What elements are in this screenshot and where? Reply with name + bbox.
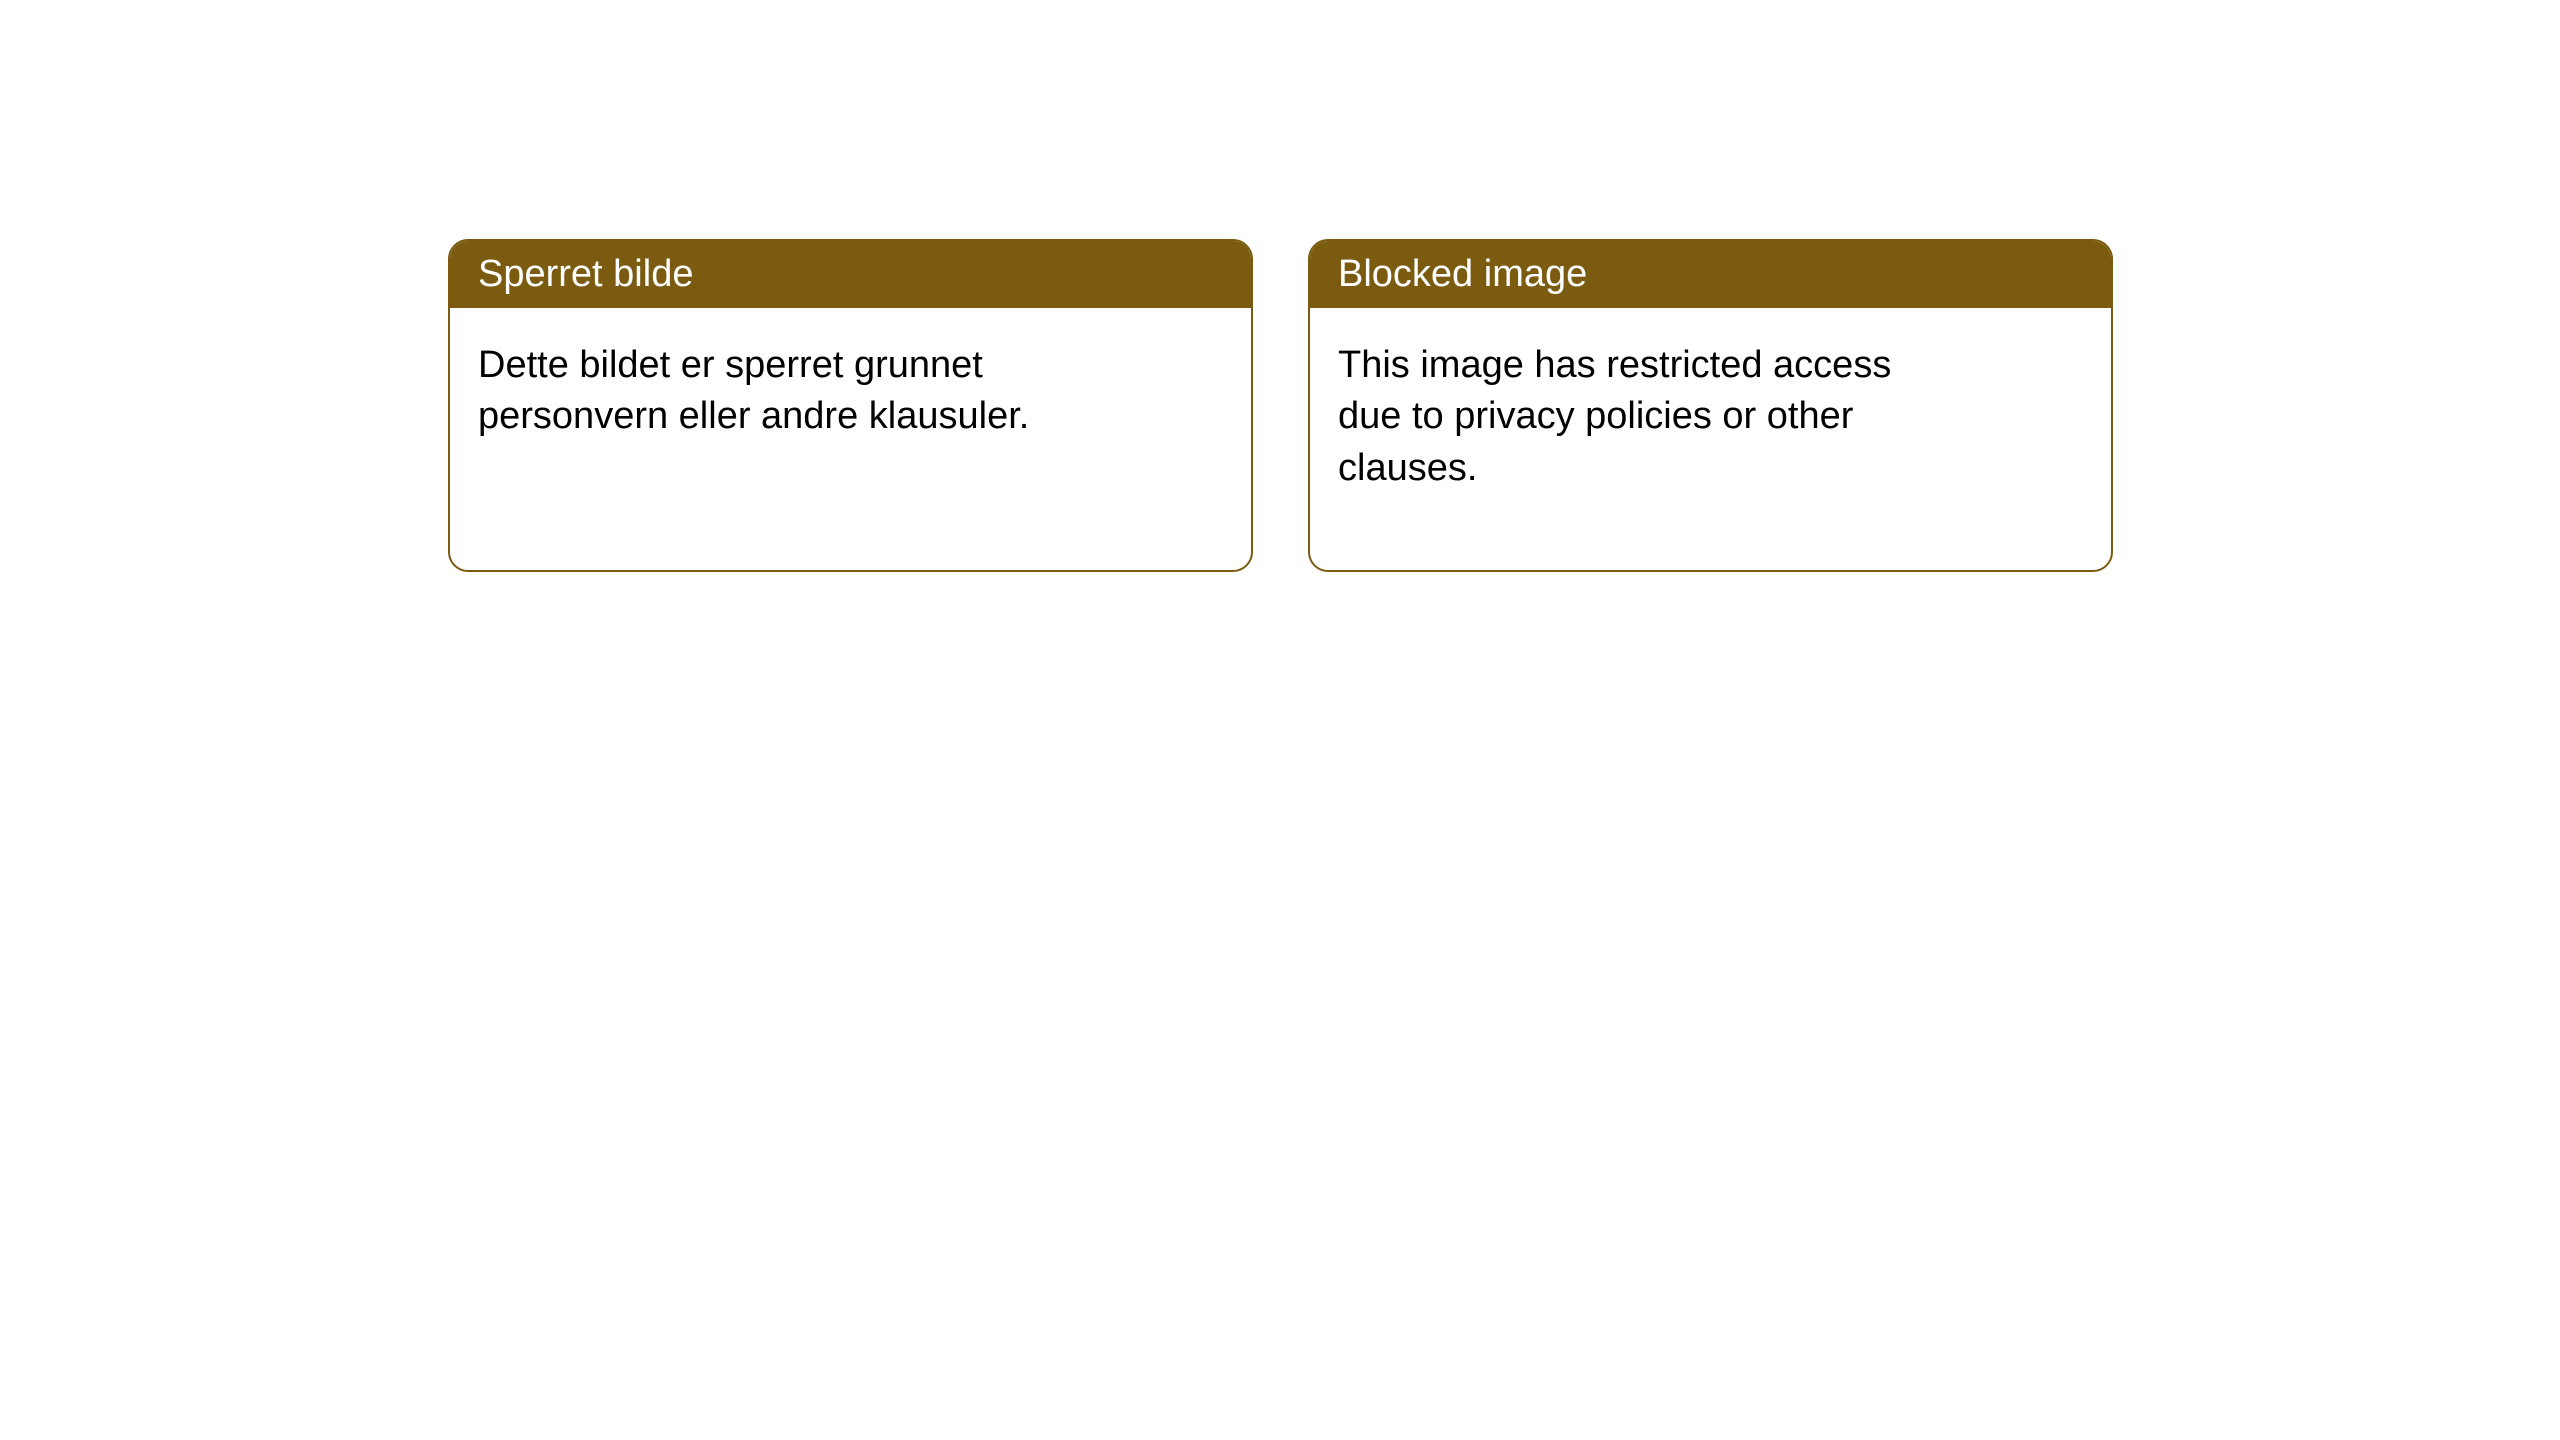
card-title-norwegian: Sperret bilde <box>478 253 693 295</box>
card-body-english: This image has restricted access due to … <box>1310 308 1990 526</box>
notice-card-norwegian: Sperret bilde Dette bildet er sperret gr… <box>448 239 1253 572</box>
card-header-english: Blocked image <box>1310 241 2111 308</box>
card-text-english: This image has restricted access due to … <box>1338 344 1891 489</box>
notice-cards-container: Sperret bilde Dette bildet er sperret gr… <box>448 239 2113 572</box>
card-title-english: Blocked image <box>1338 253 1587 295</box>
card-text-norwegian: Dette bildet er sperret grunnet personve… <box>478 344 1029 437</box>
card-body-norwegian: Dette bildet er sperret grunnet personve… <box>450 308 1130 475</box>
notice-card-english: Blocked image This image has restricted … <box>1308 239 2113 572</box>
card-header-norwegian: Sperret bilde <box>450 241 1251 308</box>
